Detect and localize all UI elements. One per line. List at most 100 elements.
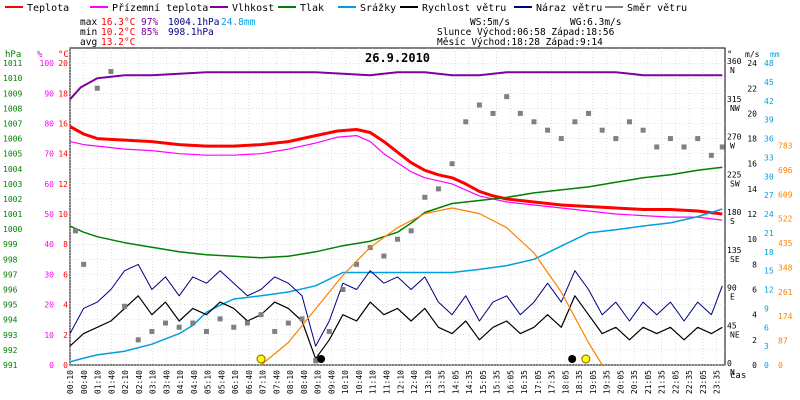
pct-tick-4: 40: [44, 240, 54, 249]
x-tick-42: 21:05: [644, 370, 653, 394]
x-tick-11: 05:40: [217, 370, 226, 394]
wm2-tick-4: 348: [778, 263, 793, 272]
max-temp: 16.3°C: [101, 17, 135, 28]
x-tick-20: 10:10: [341, 370, 350, 394]
wind-dir-point: [558, 136, 564, 142]
pct-tick-6: 60: [44, 180, 54, 189]
dir-tick-6: W: [730, 142, 735, 151]
wind-dir-point: [667, 136, 673, 142]
wm2-tick-1: 87: [778, 337, 788, 346]
wind-dir-point: [395, 236, 400, 242]
wind-dir-point: [326, 328, 332, 334]
wind-dir-point: [654, 144, 660, 150]
wind-dir-point: [449, 161, 455, 167]
axis-degc-label: °C: [58, 50, 69, 60]
deg-tick-5: 225: [727, 170, 742, 179]
mm-tick-16: 48: [764, 59, 774, 68]
mm-tick-6: 18: [764, 248, 774, 257]
ms-tick-10: 20: [747, 109, 757, 118]
moonset-marker: [317, 355, 326, 363]
wind-dir-point: [122, 303, 128, 309]
deg-tick-2: 90: [727, 284, 737, 293]
x-tick-46: 23:05: [699, 370, 708, 394]
wind-dir-point: [613, 136, 619, 142]
legend-label-1: Přízemní teplota: [112, 2, 208, 14]
wm2-tick-0: 0: [778, 361, 783, 370]
mm-tick-10: 30: [764, 172, 774, 181]
hpa-tick-10: 1001: [3, 210, 22, 219]
ms-tick-12: 24: [747, 59, 757, 68]
mm-tick-4: 12: [764, 286, 774, 295]
mm-tick-3: 9: [764, 304, 769, 313]
hpa-tick-7: 998: [3, 255, 18, 264]
wind-dir-point: [163, 320, 169, 326]
x-tick-19: 09:40: [327, 370, 336, 394]
series-line-0: [69, 125, 723, 216]
x-tick-16: 08:10: [286, 370, 295, 394]
series-line-3: [69, 166, 723, 259]
ms-tick-1: 2: [752, 336, 757, 345]
chart-title: 26.9.2010: [365, 51, 430, 65]
wind-dir-point: [190, 320, 196, 326]
wind-dir-point: [81, 261, 87, 267]
mm-tick-9: 27: [764, 191, 774, 200]
pct-tick-2: 20: [44, 301, 54, 310]
ms-tick-6: 12: [747, 210, 757, 219]
mm-tick-11: 33: [764, 153, 774, 162]
x-tick-26: 13:10: [424, 370, 433, 394]
mm-tick-15: 45: [764, 78, 774, 87]
x-tick-29: 14:35: [465, 370, 474, 394]
x-tick-8: 04:10: [176, 370, 185, 394]
mm-tick-2: 6: [764, 323, 769, 332]
legend-label-3: Tlak: [300, 3, 324, 14]
ms-tick-4: 8: [752, 260, 757, 269]
x-tick-37: 18:35: [575, 370, 584, 394]
pct-tick-7: 70: [44, 150, 54, 159]
hpa-tick-4: 995: [3, 301, 18, 310]
hpa-tick-0: 991: [3, 361, 18, 370]
x-tick-17: 08:40: [300, 370, 309, 394]
wind-dir-point: [545, 127, 551, 133]
x-tick-23: 11:40: [382, 370, 391, 394]
x-tick-32: 16:05: [506, 370, 515, 394]
x-tick-4: 02:10: [121, 370, 130, 394]
degc-tick-9: 18: [58, 89, 68, 98]
legend-label-7: Směr větru: [627, 2, 687, 14]
max-label: max: [80, 17, 97, 28]
wind-dir-point: [258, 312, 264, 318]
ms-tick-5: 10: [747, 235, 757, 244]
ms-tick-0: 0: [752, 361, 757, 370]
x-tick-6: 03:10: [149, 370, 158, 394]
x-tick-10: 05:10: [204, 370, 213, 394]
x-tick-27: 13:35: [438, 370, 447, 394]
deg-tick-0: 0: [727, 359, 732, 368]
x-tick-2: 01:10: [94, 370, 103, 394]
x-tick-7: 03:40: [162, 370, 171, 394]
pct-tick-10: 100: [40, 59, 55, 68]
deg-tick-7: 315: [727, 95, 742, 104]
deg-tick-1: 45: [727, 321, 737, 330]
series-line-4: [69, 208, 723, 363]
wind-dir-point: [681, 144, 687, 150]
hpa-tick-14: 1005: [3, 150, 22, 159]
mm-tick-0: 0: [764, 361, 769, 370]
wm2-tick-6: 522: [778, 215, 793, 224]
wm2-tick-8: 696: [778, 166, 793, 175]
x-tick-15: 07:40: [272, 370, 281, 394]
sunrise-marker: [256, 354, 266, 364]
x-tick-22: 11:10: [369, 370, 378, 394]
hpa-tick-18: 1009: [3, 89, 22, 98]
wind-dir-point: [572, 119, 578, 125]
wind-dir-point: [354, 261, 360, 267]
ms-tick-2: 4: [752, 311, 757, 320]
hpa-tick-16: 1007: [3, 119, 22, 128]
hpa-tick-9: 1000: [3, 225, 22, 234]
x-tick-13: 06:40: [245, 370, 254, 394]
deg-tick-8: 360: [727, 57, 742, 66]
x-tick-43: 21:35: [658, 370, 667, 394]
dir-tick-8: N: [730, 66, 735, 75]
hpa-tick-6: 997: [3, 270, 18, 279]
max-press: 1004.1hPa: [168, 17, 219, 28]
x-tick-0: 00:10: [66, 370, 75, 394]
wind-dir-point: [476, 102, 482, 108]
